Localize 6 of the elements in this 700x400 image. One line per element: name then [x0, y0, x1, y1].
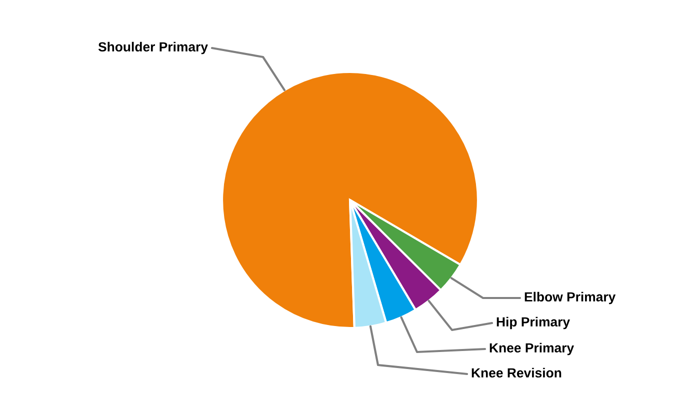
slice-label: Elbow Primary: [524, 292, 616, 304]
pie-slice: [220, 70, 480, 330]
slice-label: Knee Primary: [490, 342, 574, 356]
slice-label: Knee Revision: [472, 368, 562, 378]
slice-label: Shoulder Primary: [98, 42, 208, 54]
slice-label: Hip Primary: [496, 316, 570, 330]
